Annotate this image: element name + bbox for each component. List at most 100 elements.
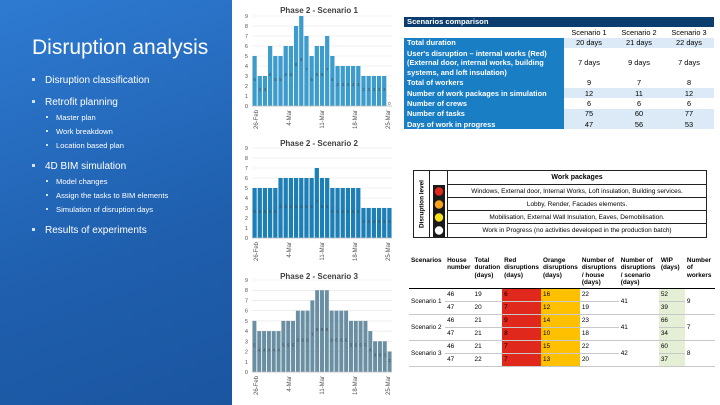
bullet-icon	[32, 228, 35, 231]
data-label: 8	[326, 327, 329, 332]
yellow-light-icon	[434, 213, 444, 222]
legend-row-yellow: Mobilisation, External Wall Insulation, …	[448, 211, 706, 224]
data-label: 4	[277, 348, 280, 353]
bullet-icon	[46, 180, 48, 182]
x-tick-label: 26-Feb	[254, 241, 260, 261]
bar	[382, 76, 387, 106]
bar	[291, 320, 296, 372]
data-label: 5	[269, 209, 272, 214]
data-label: 5	[279, 77, 282, 82]
data-label: 6	[306, 337, 309, 342]
legend-header: Work packages	[448, 171, 706, 185]
results-row: 47 22 7 13 20 37	[409, 353, 715, 368]
y-tick-label: 6	[245, 44, 248, 50]
row-label: Days of work in progress	[404, 119, 564, 130]
data-label: 3	[367, 219, 370, 224]
data-label: 3	[373, 87, 376, 92]
bar	[324, 290, 329, 372]
x-tick-label: 11-Mar	[320, 242, 326, 261]
comparison-row: Total of workers 9 7 8	[404, 77, 714, 89]
comparison-row: User's disruption – internal works (Red)…	[404, 47, 714, 78]
bullet-icon	[46, 208, 48, 210]
y-tick-label: 2	[245, 216, 248, 222]
house-number: 46	[445, 288, 473, 303]
bar	[373, 341, 378, 372]
disruptions-per-house: 20	[579, 353, 619, 368]
total-duration: 21	[472, 340, 503, 355]
data-label: 6	[310, 204, 313, 209]
bar	[286, 320, 291, 372]
y-tick-label: 7	[245, 298, 248, 304]
x-tick-label: 11-Mar	[320, 376, 326, 395]
data-label: 3	[264, 87, 267, 92]
row-label: User's disruption – internal works (Red)…	[404, 47, 564, 78]
bar	[252, 320, 257, 372]
data-label: 3	[362, 87, 365, 92]
bar	[257, 76, 262, 106]
data-label: 5	[264, 209, 267, 214]
data-label: 5	[342, 209, 345, 214]
bullet-icon	[32, 78, 35, 81]
data-label: 6	[300, 204, 303, 209]
orange-disruptions: 14	[541, 314, 580, 329]
results-header: Orange disruptions (days)	[541, 257, 580, 290]
bar	[304, 36, 309, 106]
row-value: 6	[614, 98, 664, 109]
bar	[371, 76, 376, 106]
bar	[340, 188, 345, 238]
topic-item: Work breakdown	[46, 127, 228, 136]
bar	[300, 310, 305, 372]
y-tick-label: 9	[245, 14, 248, 20]
y-tick-label: 4	[245, 196, 248, 202]
results-header: Red disruptions (days)	[502, 257, 542, 290]
number-of-workers: 8	[684, 340, 715, 368]
results-row: 47 21 8 10 18 34	[409, 327, 715, 342]
wip-days: 34	[658, 327, 685, 342]
data-label: 6	[326, 204, 329, 209]
data-label: 3	[383, 219, 386, 224]
x-tick-label: 4-Mar	[287, 376, 293, 392]
data-label: 6	[321, 204, 324, 209]
data-label: 5	[287, 342, 290, 347]
row-value: 20 days	[564, 37, 614, 48]
bar	[276, 331, 281, 372]
scenario-name: Scenario 2	[409, 314, 446, 342]
data-label: 4	[336, 82, 339, 87]
x-tick-label: 4-Mar	[287, 110, 293, 126]
disruptions-per-house: 22	[579, 288, 619, 303]
bar	[262, 188, 268, 238]
bar	[309, 56, 314, 106]
bar	[295, 310, 300, 372]
row-value: 12	[564, 88, 614, 99]
bar	[344, 310, 349, 372]
bar	[266, 331, 271, 372]
data-label: 5	[253, 77, 256, 82]
legend-row-white: Work in Progress (no activities develope…	[482, 227, 672, 234]
y-tick-label: 0	[245, 370, 248, 376]
data-label: 3	[374, 353, 377, 358]
bar	[319, 46, 325, 106]
bar	[293, 26, 299, 106]
column-header: Scenario 1	[564, 27, 614, 38]
red-disruptions: 6	[502, 288, 542, 303]
data-label: 5	[253, 342, 256, 347]
data-label: 4	[369, 348, 372, 353]
data-label: 3	[367, 87, 370, 92]
disruptions-per-house: 19	[579, 301, 619, 316]
scenarios-comparison-table: Scenarios comparison Scenario 1 Scenario…	[404, 17, 714, 130]
y-tick-label: 8	[245, 24, 248, 30]
chart-scenario-1: 0 1 2 3 4 5 6 7 8 9 5 3 3 6 5 5 6 6 8 9 7 5 6 6 7 5 4 4 4 4 4 3 3 3 3 3 0 26-…	[240, 4, 398, 132]
wip-days: 60	[658, 340, 685, 355]
bar	[252, 188, 257, 238]
y-tick-label: 2	[245, 350, 248, 356]
y-tick-label: 8	[245, 288, 248, 294]
data-label: 9	[300, 57, 303, 62]
bullet-icon	[46, 144, 48, 146]
data-label: 3	[373, 219, 376, 224]
legend-row-orange: Lobby, Render, Facades elements.	[448, 198, 706, 211]
bar	[278, 178, 283, 238]
topic-label: Results of experiments	[45, 225, 147, 236]
topic-item: Master plan	[46, 113, 228, 122]
data-label: 6	[345, 337, 348, 342]
wip-days: 39	[658, 301, 685, 316]
